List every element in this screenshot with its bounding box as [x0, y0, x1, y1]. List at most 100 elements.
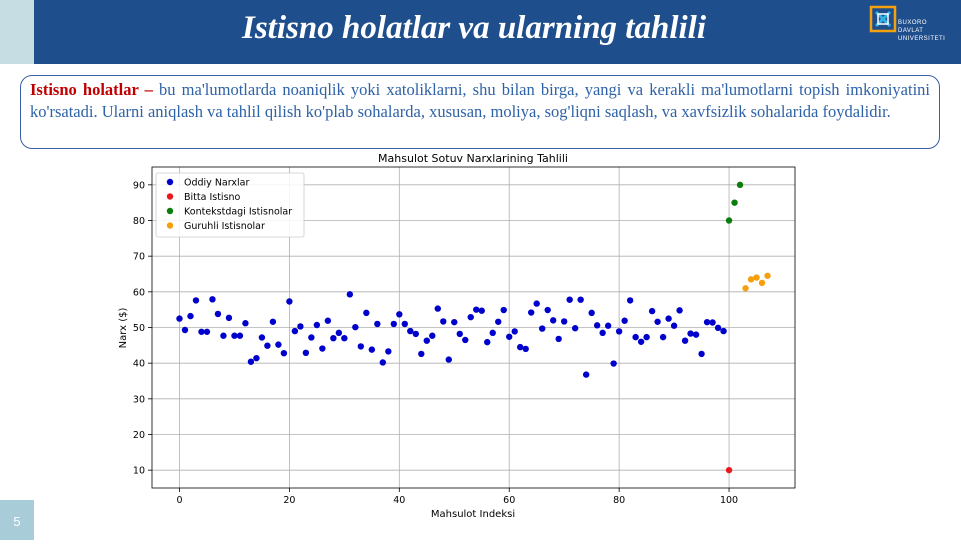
data-point-series-0 [593, 322, 601, 329]
data-point-series-0 [407, 327, 414, 335]
data-point-series-0 [291, 327, 299, 335]
data-point-series-0 [500, 306, 507, 314]
data-point-series-0 [231, 332, 238, 339]
data-point-series-2 [736, 181, 744, 189]
legend-label: Kontekstdagi Istisnolar [184, 207, 292, 218]
data-point-series-0 [214, 310, 222, 318]
data-point-series-0 [676, 307, 683, 314]
y-tick-label: 40 [133, 359, 145, 370]
data-point-series-0 [626, 297, 634, 304]
data-point-series-0 [242, 320, 249, 327]
data-point-series-0 [577, 296, 584, 303]
data-point-series-0 [643, 333, 650, 341]
data-point-series-0 [412, 330, 419, 338]
data-point-series-0 [473, 306, 480, 313]
x-axis-label: Mahsulot Indeksi [431, 509, 515, 520]
data-point-series-2 [731, 199, 738, 206]
y-tick-label: 60 [133, 287, 145, 298]
data-point-series-0 [302, 349, 310, 357]
data-point-series-0 [632, 333, 639, 341]
data-point-series-0 [604, 322, 612, 329]
data-point-series-0 [396, 311, 403, 318]
x-tick-label: 80 [613, 495, 625, 506]
data-point-series-0 [253, 354, 260, 362]
title-bar: Istisno holatlar va ularning tahlili [34, 0, 961, 64]
data-point-series-0 [698, 350, 705, 358]
x-tick-label: 0 [176, 495, 182, 506]
chart-title: Mahsulot Sotuv Narxlarining Tahlili [378, 152, 568, 165]
y-tick-label: 10 [133, 466, 145, 477]
data-point-series-0 [357, 343, 365, 350]
data-point-series-0 [341, 335, 348, 342]
legend-label: Oddiy Narxlar [184, 178, 249, 189]
data-point-series-0 [418, 350, 425, 358]
legend: Oddiy Narxlar Bitta Istisno Kontekstdagi I… [155, 172, 305, 238]
data-point-series-0 [637, 338, 645, 345]
data-point-series-0 [462, 336, 469, 344]
data-point-series-0 [703, 318, 711, 326]
data-point-series-0 [714, 324, 722, 332]
data-point-series-0 [324, 317, 332, 324]
data-point-series-0 [670, 322, 678, 329]
y-tick-label: 20 [133, 430, 145, 441]
legend-marker [166, 222, 174, 229]
data-point-series-0 [187, 312, 194, 320]
data-point-series-0 [429, 332, 436, 339]
data-point-series-0 [297, 323, 304, 330]
data-point-series-0 [451, 318, 458, 326]
data-point-series-0 [225, 314, 233, 322]
data-point-series-0 [692, 331, 700, 338]
data-point-series-0 [346, 291, 354, 298]
y-axis-label: Narx ($) [118, 308, 129, 349]
data-point-series-0 [582, 371, 590, 378]
data-point-series-0 [571, 325, 579, 332]
data-point-series-0 [247, 358, 255, 365]
left-accent-strip [0, 0, 34, 64]
data-point-series-0 [335, 329, 343, 337]
legend-label: Guruhli Istisnolar [184, 221, 265, 232]
data-point-series-0 [236, 332, 244, 339]
data-point-series-0 [533, 300, 540, 307]
data-point-series-0 [566, 296, 573, 303]
data-point-series-0 [374, 320, 381, 328]
logo-line-3: UNIVERSITETI [898, 36, 946, 42]
y-tick-label: 90 [133, 180, 145, 191]
data-point-series-0 [621, 317, 628, 324]
legend-label: Bitta Istisno [184, 192, 241, 203]
data-point-series-0 [385, 348, 392, 355]
data-point-series-0 [484, 338, 491, 346]
data-point-series-0 [423, 337, 430, 344]
legend-box [155, 172, 305, 238]
data-point-series-0 [555, 335, 562, 343]
data-point-series-0 [720, 327, 727, 335]
data-point-series-0 [445, 356, 452, 363]
data-point-series-0 [610, 360, 617, 367]
data-point-series-0 [352, 323, 359, 331]
legend-marker [166, 178, 174, 186]
data-point-series-0 [456, 330, 463, 338]
data-point-series-3 [764, 272, 771, 279]
data-point-series-0 [528, 309, 535, 316]
data-point-series-0 [176, 315, 183, 322]
data-point-series-0 [495, 318, 502, 325]
data-point-series-1 [725, 466, 733, 474]
data-point-series-0 [687, 330, 694, 337]
data-point-series-3 [753, 274, 760, 281]
data-point-series-0 [709, 319, 716, 326]
axis-ticks: 0 20 40 60 80 100 10 20 30 40 50 60 70 80 90 [133, 180, 738, 506]
data-point-series-0 [599, 329, 606, 337]
data-point-series-0 [258, 334, 266, 341]
data-point-series-0 [681, 337, 689, 344]
grid [152, 167, 795, 488]
data-point-series-0 [648, 307, 656, 315]
data-point-series-0 [517, 343, 524, 351]
data-point-series-0 [654, 318, 661, 325]
data-points [176, 181, 771, 474]
data-point-series-3 [742, 285, 749, 292]
data-point-series-0 [198, 328, 205, 335]
data-point-series-0 [379, 359, 387, 366]
x-tick-label: 20 [283, 495, 295, 506]
data-point-series-0 [478, 307, 485, 314]
data-point-series-0 [401, 320, 409, 328]
data-point-series-0 [506, 333, 513, 340]
